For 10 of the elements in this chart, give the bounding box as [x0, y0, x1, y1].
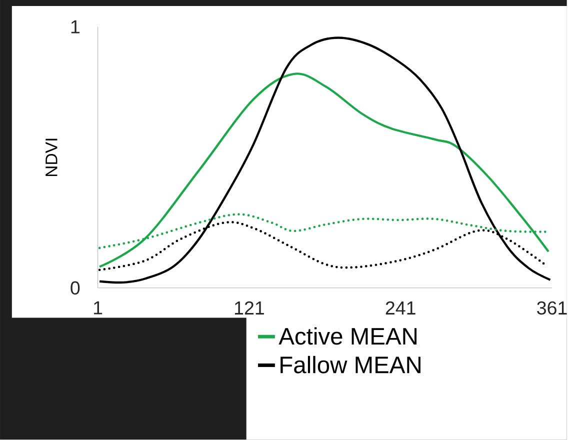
y-tick-label: 0 — [70, 281, 80, 295]
x-tick-label: 241 — [386, 301, 416, 315]
y-axis-title: NDVI — [46, 138, 58, 176]
legend-label: Active MEAN — [278, 327, 416, 345]
x-tick-label: 361 — [537, 301, 567, 315]
line-series — [98, 36, 552, 284]
x-tick-label: 1 — [94, 301, 102, 314]
line-series — [98, 72, 550, 268]
x-tick-label: 121 — [234, 301, 264, 315]
legend-label: Fallow MEAN — [280, 356, 420, 374]
